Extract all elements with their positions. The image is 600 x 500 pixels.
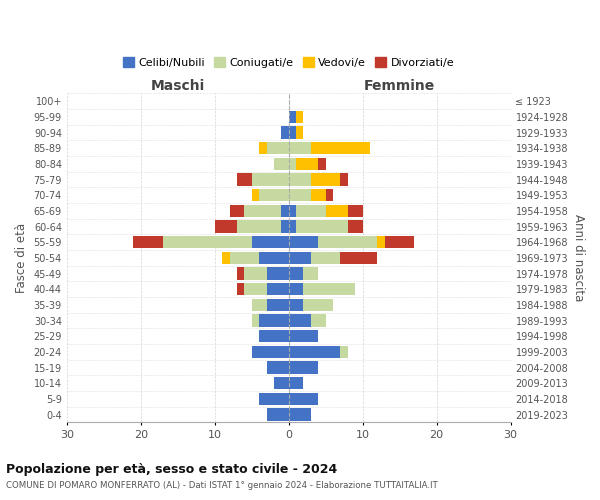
Bar bbox=[304, 298, 333, 311]
Bar bbox=[237, 220, 281, 233]
Bar bbox=[266, 283, 289, 296]
Bar bbox=[289, 392, 318, 405]
Bar bbox=[289, 126, 296, 139]
Bar bbox=[163, 236, 252, 248]
Bar bbox=[340, 346, 348, 358]
Bar bbox=[266, 142, 289, 154]
Bar bbox=[215, 220, 237, 233]
Bar bbox=[289, 110, 296, 123]
Bar bbox=[266, 362, 289, 374]
Y-axis label: Anni di nascita: Anni di nascita bbox=[572, 214, 585, 302]
Bar bbox=[289, 346, 340, 358]
Bar bbox=[289, 330, 318, 342]
Bar bbox=[311, 189, 326, 202]
Bar bbox=[237, 173, 252, 186]
Bar bbox=[266, 408, 289, 421]
Bar bbox=[289, 220, 296, 233]
Bar bbox=[385, 236, 415, 248]
Bar bbox=[296, 204, 326, 217]
Bar bbox=[318, 236, 377, 248]
Bar bbox=[296, 110, 304, 123]
Bar bbox=[296, 220, 348, 233]
Bar bbox=[252, 346, 289, 358]
Bar bbox=[289, 173, 311, 186]
Bar bbox=[259, 392, 289, 405]
Bar bbox=[311, 142, 370, 154]
Bar bbox=[281, 126, 289, 139]
Bar bbox=[304, 268, 318, 280]
Legend: Celibi/Nubili, Coniugati/e, Vedovi/e, Divorziati/e: Celibi/Nubili, Coniugati/e, Vedovi/e, Di… bbox=[119, 53, 458, 72]
Bar bbox=[289, 314, 311, 327]
Bar bbox=[377, 236, 385, 248]
Bar bbox=[326, 204, 348, 217]
Bar bbox=[281, 204, 289, 217]
Bar bbox=[266, 298, 289, 311]
Bar bbox=[230, 252, 259, 264]
Bar bbox=[259, 314, 289, 327]
Text: Popolazione per età, sesso e stato civile - 2024: Popolazione per età, sesso e stato civil… bbox=[6, 462, 337, 475]
Bar bbox=[237, 268, 244, 280]
Bar bbox=[222, 252, 230, 264]
Bar bbox=[318, 158, 326, 170]
Bar bbox=[252, 314, 259, 327]
Bar bbox=[259, 252, 289, 264]
Text: Femmine: Femmine bbox=[364, 80, 435, 94]
Bar bbox=[244, 268, 266, 280]
Bar bbox=[340, 173, 348, 186]
Bar bbox=[304, 283, 355, 296]
Bar bbox=[252, 236, 289, 248]
Bar bbox=[311, 173, 340, 186]
Bar bbox=[326, 189, 333, 202]
Bar bbox=[289, 362, 318, 374]
Bar bbox=[289, 298, 304, 311]
Bar bbox=[289, 142, 311, 154]
Bar bbox=[259, 330, 289, 342]
Bar bbox=[274, 158, 289, 170]
Bar bbox=[244, 204, 281, 217]
Bar bbox=[133, 236, 163, 248]
Bar bbox=[311, 314, 326, 327]
Bar bbox=[237, 283, 244, 296]
Bar bbox=[289, 158, 296, 170]
Bar bbox=[274, 377, 289, 390]
Text: Maschi: Maschi bbox=[151, 80, 205, 94]
Bar bbox=[296, 158, 318, 170]
Bar bbox=[259, 142, 266, 154]
Bar bbox=[252, 298, 266, 311]
Bar bbox=[289, 408, 311, 421]
Bar bbox=[252, 173, 289, 186]
Bar bbox=[244, 283, 266, 296]
Bar bbox=[289, 377, 304, 390]
Bar bbox=[259, 189, 289, 202]
Y-axis label: Fasce di età: Fasce di età bbox=[15, 223, 28, 293]
Bar bbox=[289, 252, 311, 264]
Bar bbox=[230, 204, 244, 217]
Bar bbox=[252, 189, 259, 202]
Bar bbox=[281, 220, 289, 233]
Bar bbox=[289, 236, 318, 248]
Bar bbox=[348, 204, 362, 217]
Bar bbox=[311, 252, 340, 264]
Bar bbox=[289, 283, 304, 296]
Text: COMUNE DI POMARO MONFERRATO (AL) - Dati ISTAT 1° gennaio 2024 - Elaborazione TUT: COMUNE DI POMARO MONFERRATO (AL) - Dati … bbox=[6, 481, 438, 490]
Bar bbox=[340, 252, 377, 264]
Bar bbox=[348, 220, 362, 233]
Bar bbox=[289, 268, 304, 280]
Bar bbox=[289, 189, 311, 202]
Bar bbox=[289, 204, 296, 217]
Bar bbox=[296, 126, 304, 139]
Bar bbox=[266, 268, 289, 280]
